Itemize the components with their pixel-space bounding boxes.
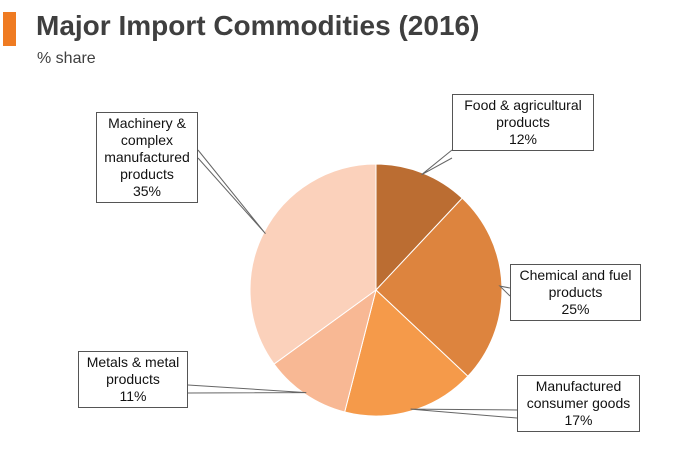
- slice-label-chemical-fuel: Chemical and fuel products: [519, 267, 632, 300]
- slice-label-metals: Metals & metal products: [86, 354, 180, 387]
- pie-slice-metals: [273, 288, 377, 413]
- slice-label-manufactured-consumer: Manufactured consumer goods: [526, 378, 631, 411]
- pie-slice-food-agricultural: [375, 163, 463, 292]
- slice-label-food-agricultural: Food & agricultural products: [464, 97, 582, 130]
- pie-slice-manufactured-consumer: [344, 289, 469, 417]
- callout-chemical-fuel: Chemical and fuel products 25%: [510, 264, 641, 321]
- leader-line-machinery: [197, 149, 266, 235]
- callout-machinery: Machinery & complex manufactured product…: [96, 112, 198, 203]
- slice-value-manufactured-consumer: 17%: [564, 412, 593, 428]
- slice-value-machinery: 35%: [132, 183, 162, 199]
- chart-title: Major Import Commodities (2016): [36, 10, 480, 41]
- callout-manufactured-consumer: Manufactured consumer goods 17%: [517, 375, 640, 432]
- callout-metals: Metals & metal products 11%: [78, 351, 188, 408]
- slice-value-chemical-fuel: 25%: [561, 301, 590, 317]
- pie-slice-machinery: [249, 163, 377, 365]
- leader-line-food-agricultural: [421, 149, 453, 176]
- callout-food-agricultural: Food & agricultural products 12%: [452, 94, 594, 151]
- slice-value-food-agricultural: 12%: [508, 131, 538, 147]
- chart-subtitle: % share: [37, 50, 96, 67]
- title-accent-bar: [3, 12, 16, 46]
- slice-label-machinery: Machinery & complex manufactured product…: [104, 115, 190, 182]
- leader-line-manufactured-consumer: [410, 408, 518, 419]
- leader-line-chemical-fuel: [498, 285, 511, 297]
- slice-value-metals: 11%: [119, 388, 147, 404]
- leader-line-metals: [187, 384, 307, 394]
